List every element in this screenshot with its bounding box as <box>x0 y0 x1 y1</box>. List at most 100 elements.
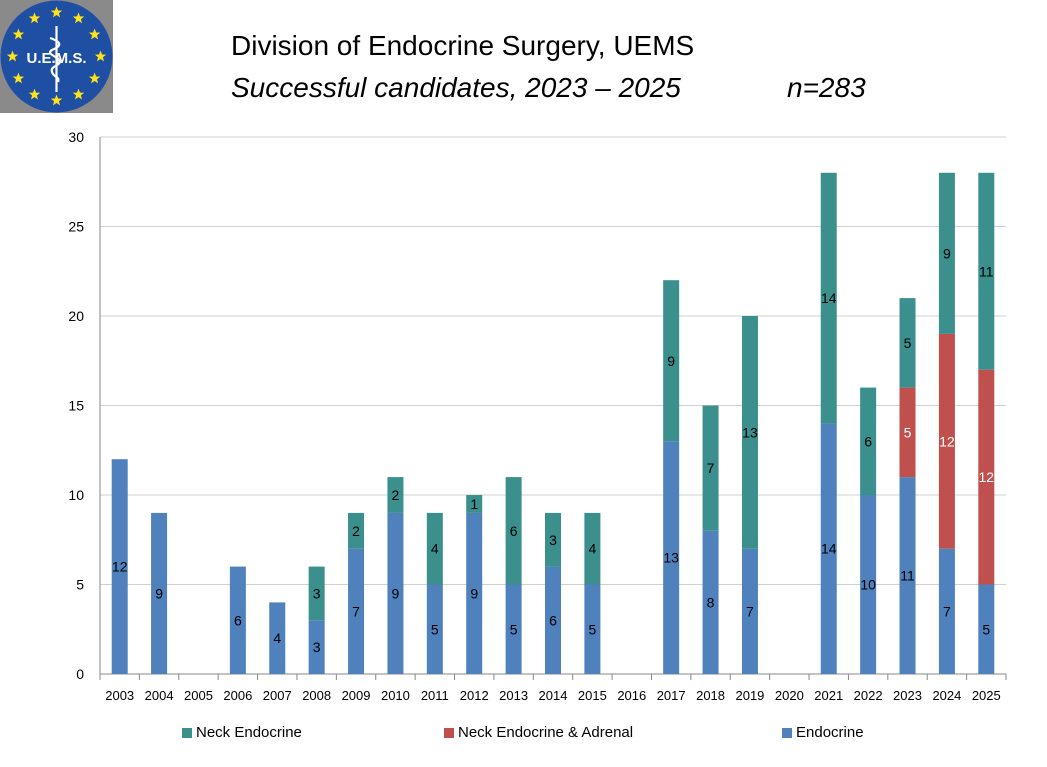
x-axis: 2003 2004 2005 2006 2007 2008 2009 2010 2011 2012… <box>99 674 1007 703</box>
bar-segment <box>741 316 758 549</box>
data-label: 4 <box>273 630 281 646</box>
bar-segment <box>978 369 995 585</box>
bar-segment <box>387 477 404 513</box>
bar-segment <box>899 387 916 478</box>
x-tick-label: 2005 <box>184 688 213 703</box>
x-tick-label: 2016 <box>617 688 646 703</box>
x-tick-label: 2004 <box>145 688 174 703</box>
data-label: 6 <box>234 612 242 628</box>
x-tick-label: 2018 <box>696 688 725 703</box>
bar-segment <box>151 512 168 674</box>
bar-segment <box>978 172 995 370</box>
data-labels: 12 9 6 4 3 3 7 2 9 2 5 4 9 1 5 6 6 3 5 4 13 9 8 7 7 13 14 14 10 6 11 5 5… <box>112 245 994 655</box>
x-tick-label: 2009 <box>342 688 371 703</box>
legend-item: Neck Endocrine & Adrenal <box>444 724 633 741</box>
bar-segment <box>584 512 601 585</box>
bars <box>111 172 995 674</box>
bar-segment <box>466 512 483 674</box>
star-icon <box>88 72 101 84</box>
star-icon <box>94 50 107 62</box>
uems-logo: U.E.M.S. <box>0 0 113 113</box>
data-label: 7 <box>707 460 715 476</box>
data-label: 12 <box>112 559 128 575</box>
chart-title: Division of Endocrine Surgery, UEMS <box>231 30 695 61</box>
caduceus-icon <box>49 26 62 92</box>
data-label: 4 <box>588 541 596 557</box>
bar-segment <box>505 477 522 585</box>
data-label: 5 <box>904 335 912 351</box>
data-label: 11 <box>979 263 994 279</box>
data-label: 8 <box>707 594 715 610</box>
data-label: 9 <box>392 585 400 601</box>
legend-swatch <box>182 727 192 738</box>
y-tick-label: 25 <box>68 219 84 235</box>
bar-segment <box>387 512 404 674</box>
legend-label: Endocrine <box>796 724 864 741</box>
bar-segment <box>308 620 325 674</box>
bar-segment <box>545 566 561 674</box>
data-label: 4 <box>431 541 439 557</box>
bar-segment <box>466 495 483 513</box>
bar-segment <box>860 387 877 495</box>
bar-segment <box>505 584 522 674</box>
chart-subtitle: Successful candidates, 2023 – 2025 <box>231 72 681 103</box>
bar-segment <box>702 530 719 674</box>
star-icon <box>50 6 63 18</box>
sample-size-label: n=283 <box>787 72 866 103</box>
data-label: 11 <box>900 568 915 584</box>
data-label: 9 <box>667 353 675 369</box>
data-label: 9 <box>470 585 478 601</box>
legend-label: Neck Endocrine & Adrenal <box>458 724 634 741</box>
bar-segment <box>426 584 443 674</box>
bar-segment <box>978 584 995 674</box>
y-tick-label: 5 <box>76 577 84 593</box>
bar-segment <box>938 333 955 549</box>
x-tick-label: 2022 <box>854 688 883 703</box>
data-label: 7 <box>943 603 951 619</box>
star-icon <box>12 72 25 84</box>
x-tick-label: 2012 <box>460 688 489 703</box>
y-tick-label: 20 <box>68 308 84 324</box>
bar-segment <box>899 298 916 388</box>
data-label: 5 <box>510 621 518 637</box>
data-label: 13 <box>663 550 679 566</box>
legend-item: Neck Endocrine <box>182 724 302 741</box>
data-label: 6 <box>864 433 872 449</box>
legend-swatch <box>444 727 454 738</box>
bar-segment <box>663 441 680 674</box>
star-icon <box>6 50 19 62</box>
bar-segment <box>860 495 877 674</box>
x-tick-label: 2024 <box>932 688 961 703</box>
data-label: 3 <box>313 639 321 655</box>
data-label: 9 <box>155 585 163 601</box>
bar-segment <box>741 548 758 674</box>
star-icon <box>28 88 41 100</box>
data-label: 3 <box>313 585 321 601</box>
data-label: 14 <box>821 290 837 306</box>
bar-segment <box>702 405 719 531</box>
logo-text: U.E.M.S. <box>26 50 86 67</box>
data-label: 5 <box>431 621 439 637</box>
bar-segment <box>938 548 955 674</box>
data-label: 6 <box>549 612 557 628</box>
bar-segment <box>663 280 680 442</box>
data-label: 5 <box>982 621 990 637</box>
star-icon <box>72 88 85 100</box>
data-label: 3 <box>549 532 557 548</box>
x-tick-label: 2003 <box>105 688 134 703</box>
x-tick-label: 2013 <box>499 688 528 703</box>
star-icon <box>88 28 101 40</box>
x-tick-label: 2010 <box>381 688 410 703</box>
star-icon <box>50 94 63 106</box>
x-tick-label: 2023 <box>893 688 922 703</box>
data-label: 13 <box>742 424 758 440</box>
x-tick-label: 2006 <box>223 688 252 703</box>
star-icon <box>12 28 25 40</box>
bar-segment <box>269 602 286 674</box>
y-tick-label: 0 <box>76 666 84 682</box>
legend-swatch <box>782 727 792 738</box>
bar-segment <box>348 548 365 674</box>
data-label: 14 <box>821 541 837 557</box>
data-label: 5 <box>904 424 912 440</box>
